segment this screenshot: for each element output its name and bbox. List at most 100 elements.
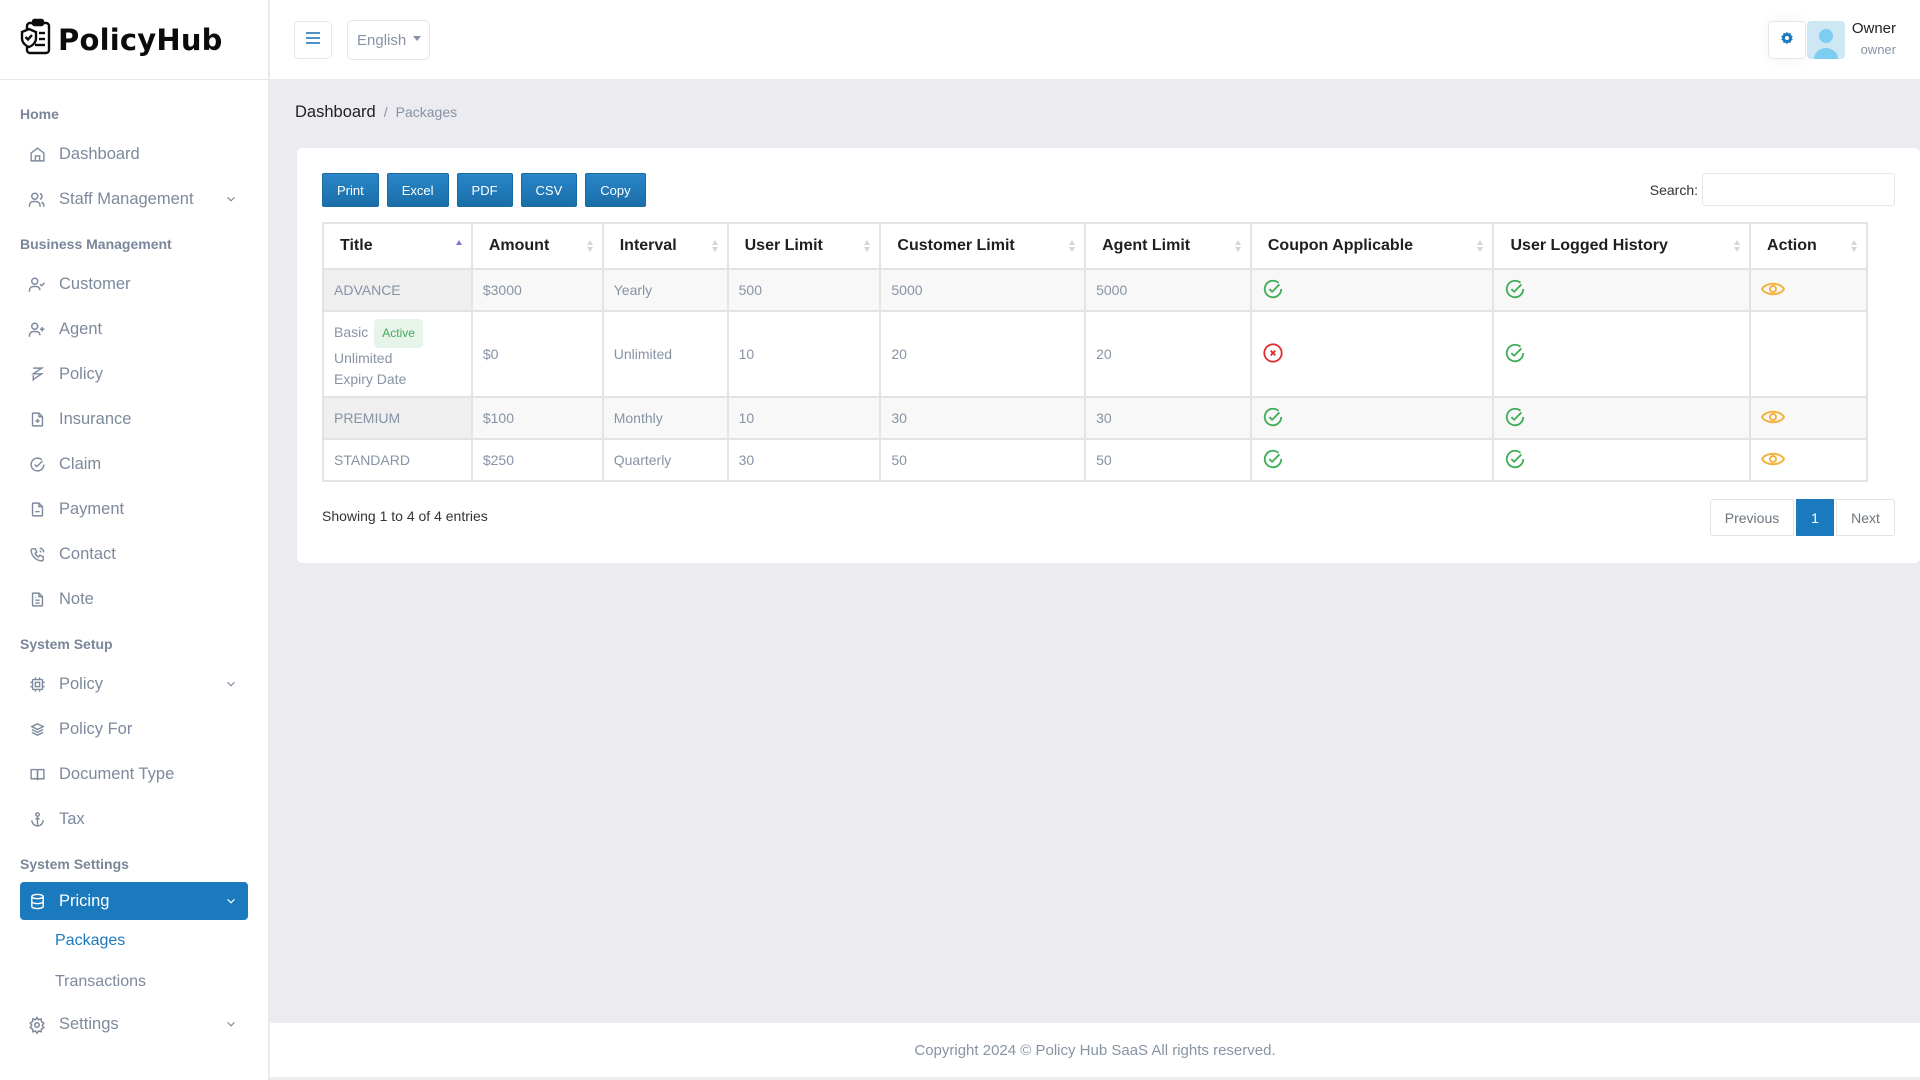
- pagination-page-1[interactable]: 1: [1796, 499, 1834, 536]
- check-circle-icon: [1504, 278, 1526, 300]
- col-user-limit[interactable]: User Limit: [726, 222, 882, 270]
- sidebar-item-label: Insurance: [59, 410, 132, 428]
- breadcrumb-separator: /: [383, 104, 388, 120]
- language-dropdown[interactable]: English: [347, 20, 430, 60]
- stack-icon: [28, 721, 46, 739]
- sidebar-item-note[interactable]: Note: [20, 577, 248, 622]
- circle-check-icon: [28, 456, 46, 474]
- sidebar-item-label: Staff Management: [59, 190, 194, 208]
- csv-button[interactable]: CSV: [520, 173, 578, 207]
- view-eye-icon[interactable]: [1761, 408, 1786, 426]
- cell-customer-limit: 30: [879, 396, 1087, 440]
- sidebar-item-policy-for[interactable]: Policy For: [20, 707, 248, 752]
- view-eye-icon[interactable]: [1761, 450, 1786, 468]
- settings-button[interactable]: [1768, 21, 1806, 59]
- cell-user-logged-history: [1492, 268, 1752, 312]
- col-action[interactable]: Action: [1749, 222, 1868, 270]
- database-icon: [28, 892, 46, 910]
- sidebar-item-label: Pricing: [59, 891, 110, 910]
- section-system-setup: System Setup: [20, 636, 113, 652]
- caret-down-icon: [413, 36, 421, 41]
- avatar[interactable]: [1807, 21, 1845, 59]
- sidebar-item-claim[interactable]: Claim: [20, 442, 248, 487]
- sidebar-item-insurance[interactable]: Insurance: [20, 397, 248, 442]
- copyright-text: Copyright 2024 © Policy Hub SaaS All rig…: [914, 1041, 1276, 1059]
- pagination-previous[interactable]: Previous: [1710, 499, 1794, 536]
- sidebar-item-policy[interactable]: Policy: [20, 352, 248, 397]
- sidebar-item-dashboard[interactable]: Dashboard: [20, 132, 248, 177]
- print-button[interactable]: Print: [322, 173, 379, 207]
- pdf-button[interactable]: PDF: [456, 173, 513, 207]
- sidebar-item-label: Policy: [59, 675, 104, 693]
- col-user-logged-history[interactable]: User Logged History: [1492, 222, 1752, 270]
- cell-user-limit: 10: [726, 396, 882, 440]
- cell-user-limit: 10: [726, 310, 882, 398]
- packages-card: Print Excel PDF CSV Copy Search: Title A…: [297, 148, 1920, 563]
- cell-title: STANDARD: [322, 438, 473, 482]
- package-title: Basic: [334, 323, 369, 340]
- phone-call-icon: [28, 546, 46, 564]
- sidebar-item-pricing[interactable]: Pricing: [20, 882, 248, 920]
- pagination-next[interactable]: Next: [1836, 499, 1895, 536]
- sidebar-item-tax[interactable]: Tax: [20, 797, 248, 842]
- sidebar-item-policy-setup[interactable]: Policy: [20, 662, 248, 707]
- col-title[interactable]: Title: [322, 222, 473, 270]
- cell-action: [1749, 438, 1868, 482]
- cell-coupon-applicable: [1249, 268, 1495, 312]
- sidebar-item-settings[interactable]: Settings: [20, 1002, 248, 1047]
- cell-customer-limit: 20: [879, 310, 1087, 398]
- search-input[interactable]: [1702, 173, 1895, 206]
- cell-user-logged-history: [1492, 310, 1752, 398]
- logo[interactable]: PolicyHub: [0, 0, 268, 80]
- col-agent-limit[interactable]: Agent Limit: [1084, 222, 1252, 270]
- menu-toggle-button[interactable]: [294, 21, 332, 59]
- cell-agent-limit: 50: [1084, 438, 1252, 482]
- sidebar-item-contact[interactable]: Contact: [20, 532, 248, 577]
- packages-table: Title Amount Interval User Limit Custome…: [322, 222, 1868, 482]
- sidebar-item-agent[interactable]: Agent: [20, 307, 248, 352]
- users-icon: [28, 191, 46, 209]
- table-header-row: Title Amount Interval User Limit Custome…: [322, 222, 1868, 270]
- cell-amount: $3000: [470, 268, 604, 312]
- sidebar-item-staff-management[interactable]: Staff Management: [20, 177, 248, 222]
- sidebar-item-label: Customer: [59, 275, 131, 293]
- package-duration: Unlimited: [334, 349, 393, 366]
- cell-amount: $250: [470, 438, 604, 482]
- cell-title: ADVANCE: [322, 268, 473, 312]
- sidebar-nav: Home Dashboard Staff Management Business…: [0, 80, 268, 1047]
- section-home: Home: [20, 106, 59, 122]
- sort-icon: [1069, 240, 1076, 254]
- cell-coupon-applicable: [1249, 438, 1495, 482]
- sidebar-item-payment[interactable]: Payment: [20, 487, 248, 532]
- gear-icon: [28, 1015, 46, 1034]
- sidebar-item-document-type[interactable]: Document Type: [20, 752, 248, 797]
- sidebar: PolicyHub Home Dashboard Staff Managemen…: [0, 0, 269, 1080]
- sidebar-subitem-transactions[interactable]: Transactions: [55, 972, 146, 990]
- table-row: STANDARD $250 Quarterly 30 50 50: [322, 438, 1868, 482]
- anchor-icon: [28, 811, 46, 829]
- cell-coupon-applicable: [1249, 310, 1495, 398]
- col-interval[interactable]: Interval: [601, 222, 729, 270]
- cell-user-logged-history: [1492, 438, 1752, 482]
- sort-icon: [864, 240, 871, 254]
- sidebar-item-label: Contact: [59, 545, 116, 563]
- policy-icon: [28, 366, 46, 384]
- breadcrumb: Dashboard / Packages: [295, 103, 457, 122]
- breadcrumb-dashboard[interactable]: Dashboard: [295, 103, 376, 121]
- cell-user-limit: 500: [726, 268, 882, 312]
- breadcrumb-current: Packages: [395, 104, 458, 120]
- sidebar-item-customer[interactable]: Customer: [20, 262, 248, 307]
- search-box: Search:: [1650, 173, 1895, 206]
- user-name[interactable]: Owner: [1851, 20, 1896, 37]
- excel-button[interactable]: Excel: [386, 173, 449, 207]
- copy-button[interactable]: Copy: [585, 173, 646, 207]
- col-amount[interactable]: Amount: [470, 222, 604, 270]
- col-coupon-applicable[interactable]: Coupon Applicable: [1249, 222, 1495, 270]
- file-plus-icon: [28, 411, 46, 429]
- x-circle-icon: [1262, 342, 1284, 364]
- check-circle-icon: [1262, 406, 1284, 428]
- col-customer-limit[interactable]: Customer Limit: [879, 222, 1087, 270]
- view-eye-icon[interactable]: [1761, 280, 1786, 298]
- sidebar-item-label: Payment: [59, 500, 125, 518]
- sidebar-subitem-packages[interactable]: Packages: [55, 931, 126, 949]
